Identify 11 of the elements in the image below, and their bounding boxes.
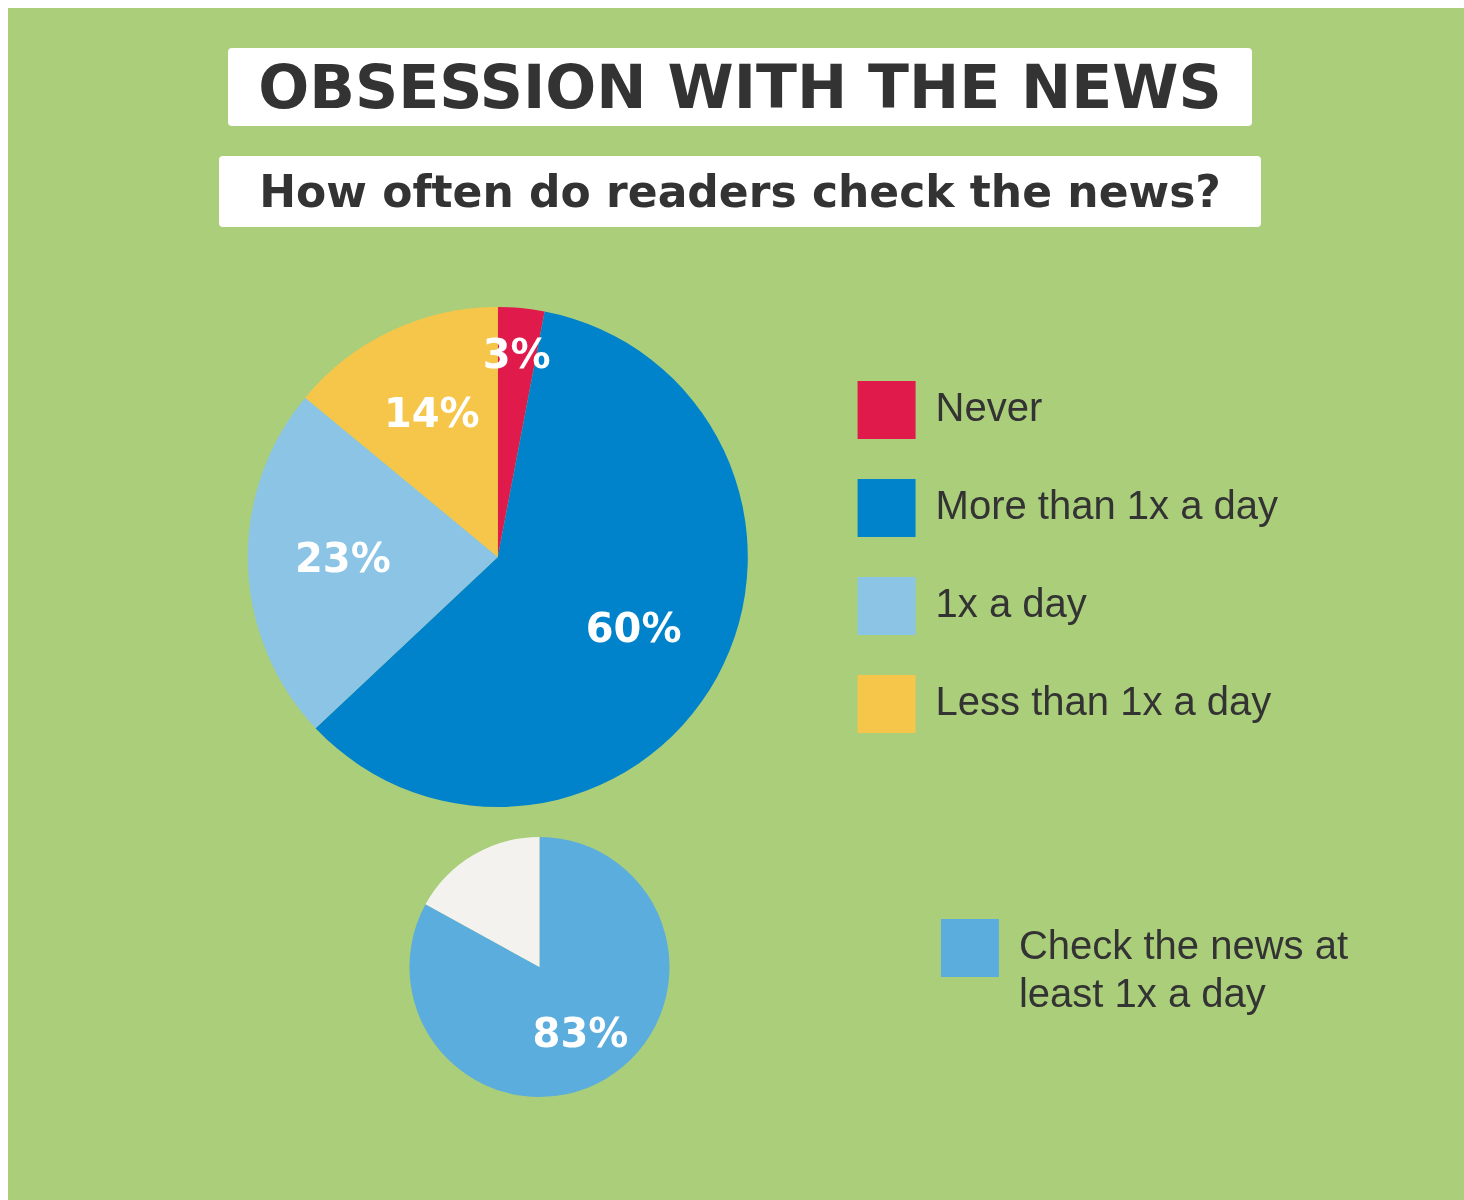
legend-label: 1x a day xyxy=(935,581,1087,626)
chart-title: OBSESSION WITH THE NEWS xyxy=(228,48,1252,126)
legend-label: Less than 1x a day xyxy=(935,679,1272,724)
data-label: 60% xyxy=(585,605,682,652)
legend-label: Check the news at least 1x a day xyxy=(1018,923,1348,1016)
chart-subtitle: How often do readers check the news? xyxy=(219,156,1261,227)
legend-label: More than 1x a day xyxy=(935,483,1278,528)
data-label: 14% xyxy=(383,390,480,437)
data-label: 83% xyxy=(532,1009,629,1056)
legend-label: Never xyxy=(935,385,1043,430)
data-label: 23% xyxy=(294,535,391,582)
